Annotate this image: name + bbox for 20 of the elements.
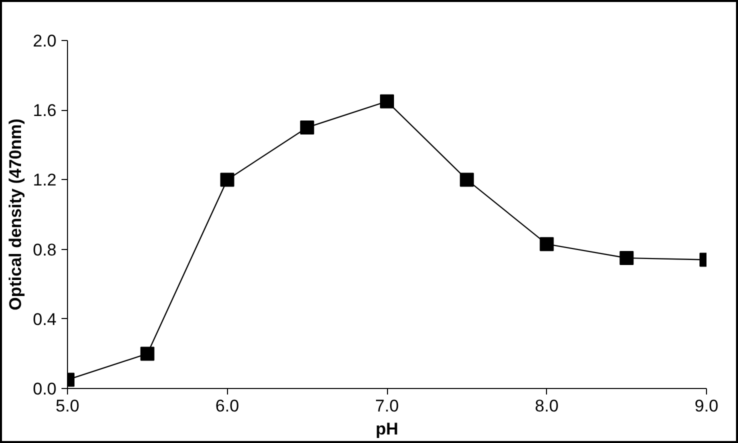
x-tick-label: 7.0 (375, 396, 399, 416)
point (460, 172, 474, 187)
y-tick-label: 0.4 (32, 310, 57, 329)
point (380, 94, 394, 108)
point (300, 120, 314, 134)
y-tick-label: 2.0 (32, 32, 57, 50)
y-tick-label: 0.8 (32, 240, 57, 260)
y-tick-label: 1.6 (32, 101, 57, 120)
point (620, 251, 634, 265)
point (220, 172, 234, 187)
x-tick-label: 5.0 (56, 396, 80, 416)
x-axis-title: pH (376, 420, 398, 438)
point (140, 346, 154, 361)
y-axis-title: Optical density (470nm) (6, 118, 25, 310)
point (540, 237, 554, 252)
x-tick-label: 9.0 (694, 396, 718, 416)
x-tick-label: 6.0 (215, 396, 240, 416)
y-tick-label: 1.2 (32, 170, 57, 190)
x-tick-label: 8.0 (534, 396, 559, 416)
y-tick-label: 0.0 (32, 380, 57, 398)
